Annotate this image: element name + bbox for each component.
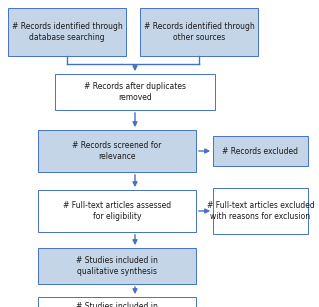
- Text: # Studies included in
qualitative synthesis: # Studies included in qualitative synthe…: [76, 256, 158, 276]
- FancyBboxPatch shape: [140, 8, 258, 56]
- FancyBboxPatch shape: [213, 188, 308, 234]
- Text: # Records screened for
relevance: # Records screened for relevance: [72, 141, 162, 161]
- FancyBboxPatch shape: [55, 74, 215, 110]
- FancyBboxPatch shape: [213, 136, 308, 166]
- Text: # Records identified through
other sources: # Records identified through other sourc…: [144, 22, 254, 42]
- FancyBboxPatch shape: [38, 248, 196, 284]
- Text: # Records after duplicates
removed: # Records after duplicates removed: [84, 82, 186, 102]
- Text: # Full-text articles excluded
with reasons for exclusion: # Full-text articles excluded with reaso…: [207, 201, 315, 221]
- FancyBboxPatch shape: [38, 297, 196, 307]
- FancyBboxPatch shape: [8, 8, 126, 56]
- FancyBboxPatch shape: [38, 130, 196, 172]
- Text: # Full-text articles assessed
for eligibility: # Full-text articles assessed for eligib…: [63, 201, 171, 221]
- Text: # Studies included in
quantitative synthesis (meta-
analysis), f any: # Studies included in quantitative synth…: [60, 302, 174, 307]
- Text: # Records excluded: # Records excluded: [222, 146, 299, 156]
- FancyBboxPatch shape: [38, 190, 196, 232]
- Text: # Records identified through
database searching: # Records identified through database se…: [11, 22, 122, 42]
